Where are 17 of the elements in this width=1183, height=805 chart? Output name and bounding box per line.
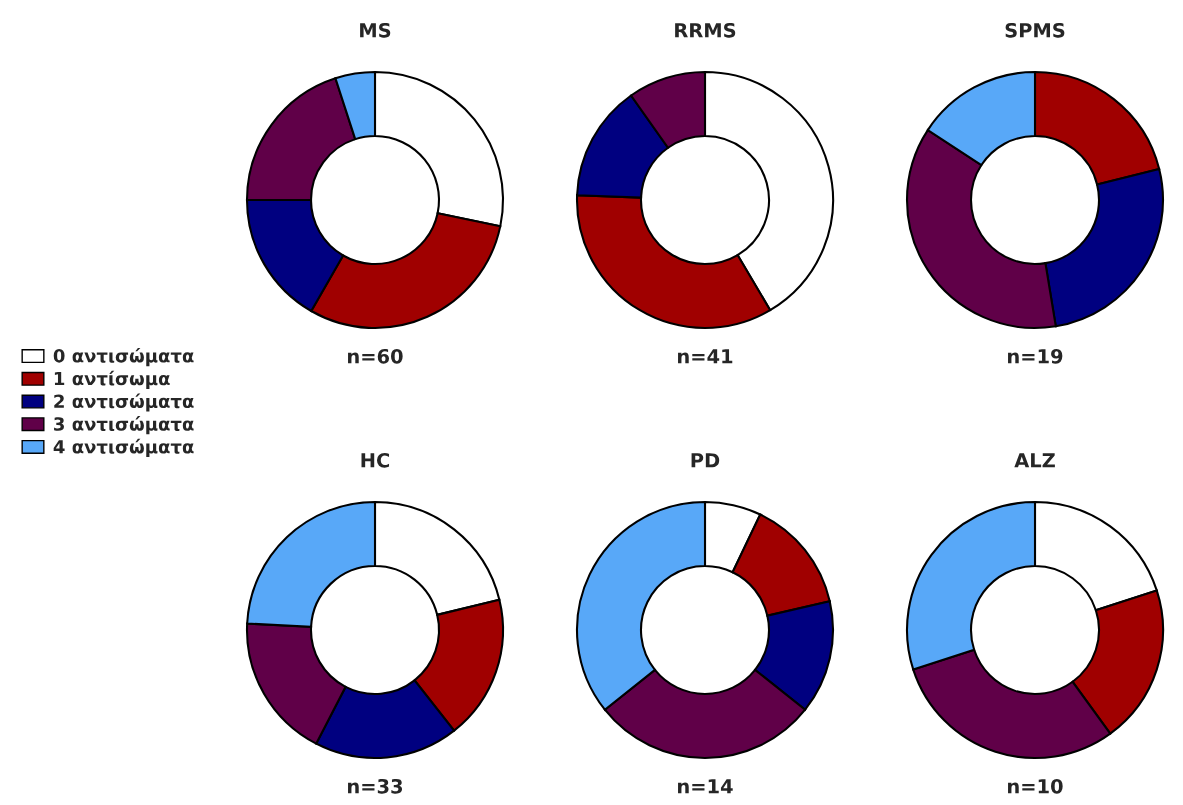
chart-title: HC <box>361 452 390 468</box>
legend-label: 1 αντίσωμα <box>54 370 170 389</box>
chart-title: ALZ <box>1014 453 1055 468</box>
text: n=41 <box>678 349 733 364</box>
text: n=19 <box>1008 348 1063 364</box>
text: n=10 <box>1008 778 1063 794</box>
legend-label: 3 αντισώματα <box>54 416 194 435</box>
legend-label: 2 αντισώματα <box>54 393 194 412</box>
text: n=14 <box>678 779 733 794</box>
chart-title: MS <box>360 22 391 38</box>
text: n=60 <box>348 348 403 364</box>
chart-title: PD <box>691 453 720 468</box>
legend-label: 0 αντισώματα <box>53 347 194 367</box>
text: n=33 <box>348 778 403 794</box>
chart-title: RRMS <box>675 22 736 38</box>
chart-title: SPMS <box>1005 22 1065 38</box>
legend-label: 4 αντισώματα <box>53 438 194 458</box>
